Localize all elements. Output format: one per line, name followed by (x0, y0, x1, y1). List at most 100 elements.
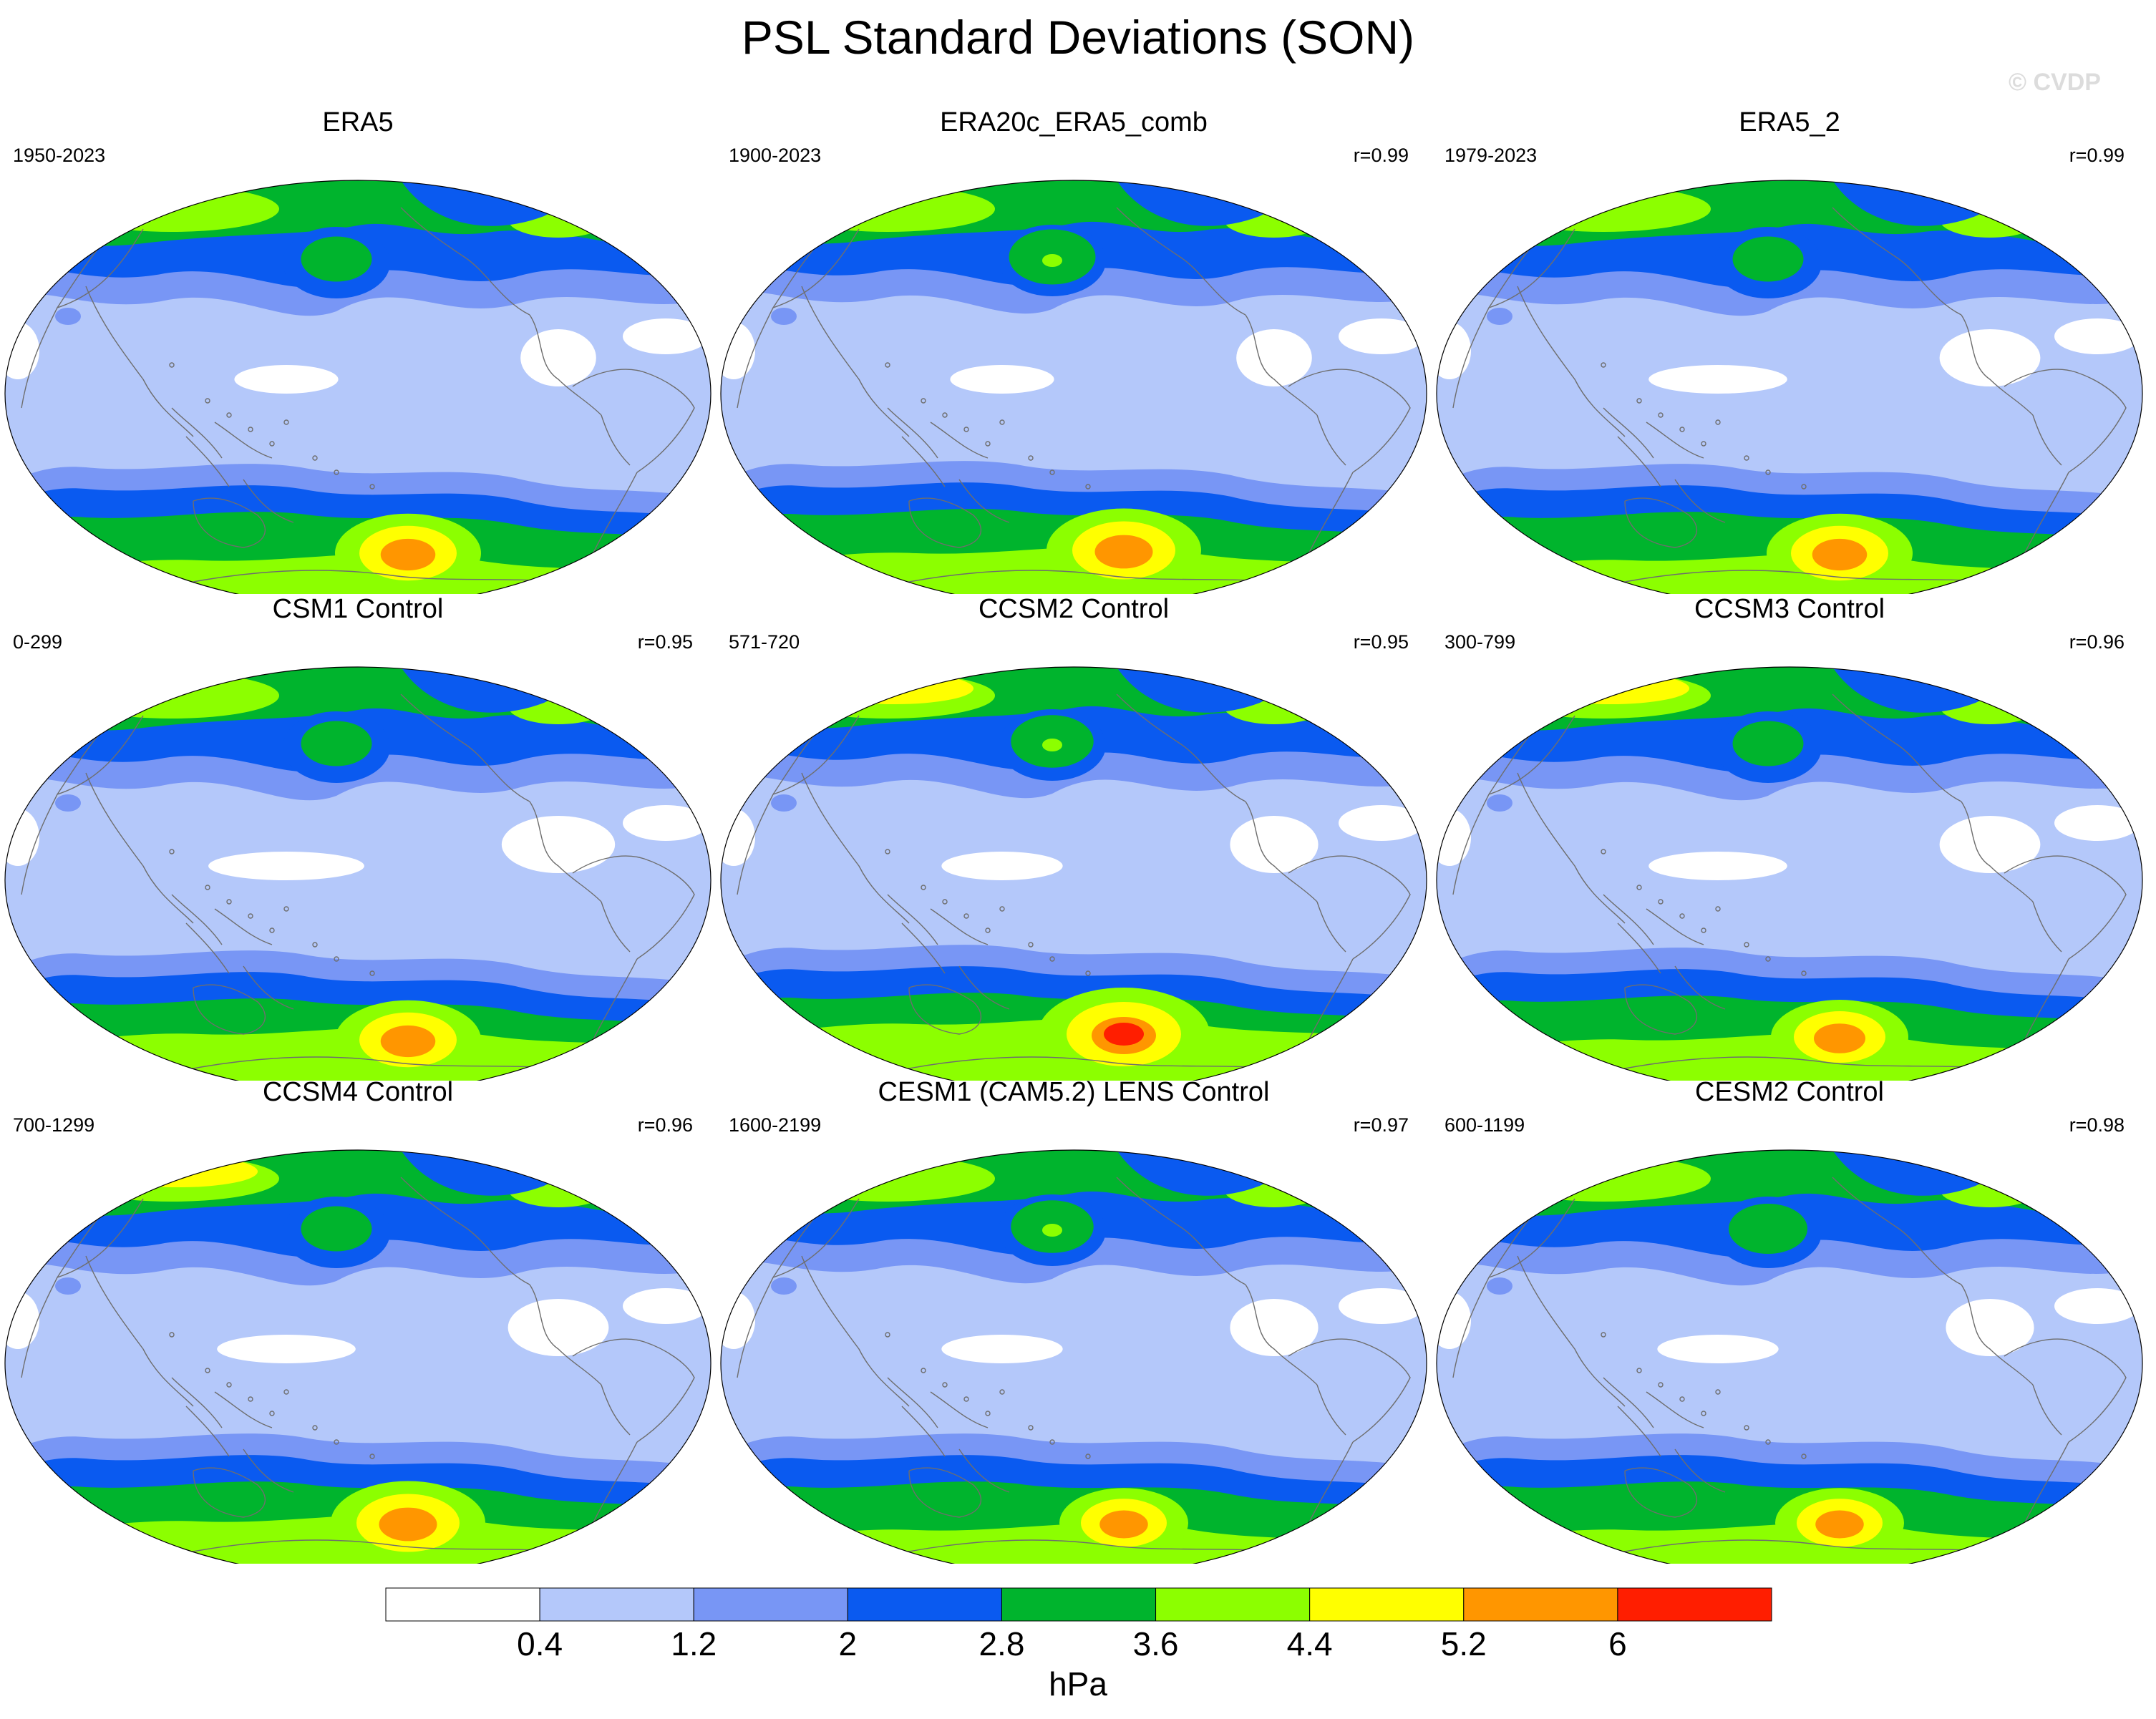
coastline (85, 772, 194, 924)
coastline (1617, 1406, 1726, 1493)
island (1636, 1368, 1642, 1373)
island (985, 441, 991, 447)
tropical-low-america (520, 329, 596, 386)
island (226, 899, 232, 905)
island (205, 885, 210, 890)
coastline (193, 1467, 266, 1518)
coastline (887, 1377, 989, 1428)
map-outline (1436, 1149, 2143, 1564)
tibet-spot (771, 794, 797, 812)
map-outline (720, 1149, 1427, 1564)
island (1765, 956, 1771, 962)
coastline (193, 984, 266, 1035)
coastline (1624, 984, 1697, 1035)
coastline (2032, 1384, 2062, 1436)
coastline (185, 1406, 294, 1493)
island (1601, 362, 1606, 368)
colorbar-tick-label: 1.2 (671, 1625, 717, 1662)
coastline (1316, 1384, 1346, 1436)
island (999, 906, 1005, 912)
panel-period: 571-720 (729, 631, 800, 653)
island (1679, 427, 1685, 432)
tropical-low-america (1230, 1299, 1319, 1356)
island (1636, 885, 1642, 890)
colorbar-tick-label: 2.8 (979, 1625, 1025, 1662)
island (1085, 484, 1091, 490)
panel-title: ERA20c_ERA5_comb (940, 107, 1208, 137)
panel-correlation: r=0.95 (1353, 631, 1409, 653)
coastline (1624, 497, 1697, 548)
island (1701, 927, 1706, 933)
coastline (1603, 1377, 1704, 1428)
sh-max-6.0 (1104, 1023, 1144, 1046)
island (205, 398, 210, 404)
island (999, 419, 1005, 425)
island (169, 362, 175, 368)
tibet-spot (771, 1277, 797, 1295)
panel-title: CCSM4 Control (262, 1077, 454, 1107)
arctic-max-west (1496, 1156, 1711, 1202)
island (1715, 419, 1721, 425)
coastline (1245, 801, 1318, 902)
island (1601, 1332, 1606, 1338)
map-panel: CCSM4 Control 700-1299 r=0.96 (0, 1077, 716, 1564)
tibet-spot (1487, 1277, 1512, 1295)
arctic-high-west (100, 1156, 258, 1187)
coastline (908, 984, 981, 1035)
coastline (901, 1406, 1010, 1493)
island (334, 469, 339, 475)
map (4, 1149, 712, 1564)
tropical-low-pacific (1648, 852, 1787, 880)
colorbar-tick-label: 6 (1608, 1625, 1627, 1662)
island (334, 1439, 339, 1445)
tropical-low-pacific (208, 852, 364, 880)
arctic-max-west (780, 186, 995, 232)
coastline (185, 922, 294, 1010)
island (1701, 1411, 1706, 1416)
coastline (908, 1467, 981, 1518)
tropical-low-atlantic (623, 1288, 709, 1324)
tibet-spot (771, 308, 797, 325)
arctic-max-west (1496, 186, 1711, 232)
tropical-low-america (1939, 816, 2041, 873)
coastline (529, 1284, 602, 1386)
island (369, 484, 375, 490)
tropical-low-america (1236, 329, 1312, 386)
coastline (85, 1255, 194, 1407)
coastline (529, 801, 602, 902)
tropical-low-pacific (941, 852, 1063, 880)
map-panel: ERA5 1950-2023 (0, 107, 716, 594)
island (1715, 906, 1721, 912)
coastline (1116, 207, 1246, 316)
panel-period: 300-799 (1444, 631, 1516, 653)
island (963, 1396, 969, 1402)
colorbar-swatch (385, 1587, 540, 1622)
island (1744, 1425, 1749, 1431)
coastline (85, 286, 194, 437)
tibet-spot (55, 308, 81, 325)
coastlines (1452, 1177, 2127, 1564)
panel-title: CSM1 Control (272, 594, 444, 624)
island (1028, 1425, 1034, 1431)
island (283, 1389, 289, 1395)
map-panel: CESM1 (CAM5.2) LENS Control 1600-2199 r=0.… (716, 1077, 1432, 1564)
arctic-max-west (780, 1156, 995, 1202)
colorbar-swatch (1001, 1587, 1157, 1622)
island (963, 913, 969, 919)
colorbar-swatch (1617, 1587, 1772, 1622)
tropical-low-atlantic (2054, 805, 2140, 841)
coastline (572, 1338, 695, 1443)
map-panel: CCSM3 Control 300-799 r=0.96 (1432, 594, 2147, 1081)
tropical-low-america (501, 816, 616, 873)
island (1085, 1453, 1091, 1459)
island (169, 849, 175, 854)
coastline (1116, 1177, 1246, 1285)
map (4, 666, 712, 1081)
coastline (601, 901, 631, 953)
tropical-low-pacific (1648, 365, 1787, 394)
island (942, 899, 948, 905)
coastline (2004, 1338, 2127, 1443)
panel-title: ERA5_2 (1739, 107, 1840, 137)
island (1715, 1389, 1721, 1395)
coastline (1517, 772, 1626, 924)
